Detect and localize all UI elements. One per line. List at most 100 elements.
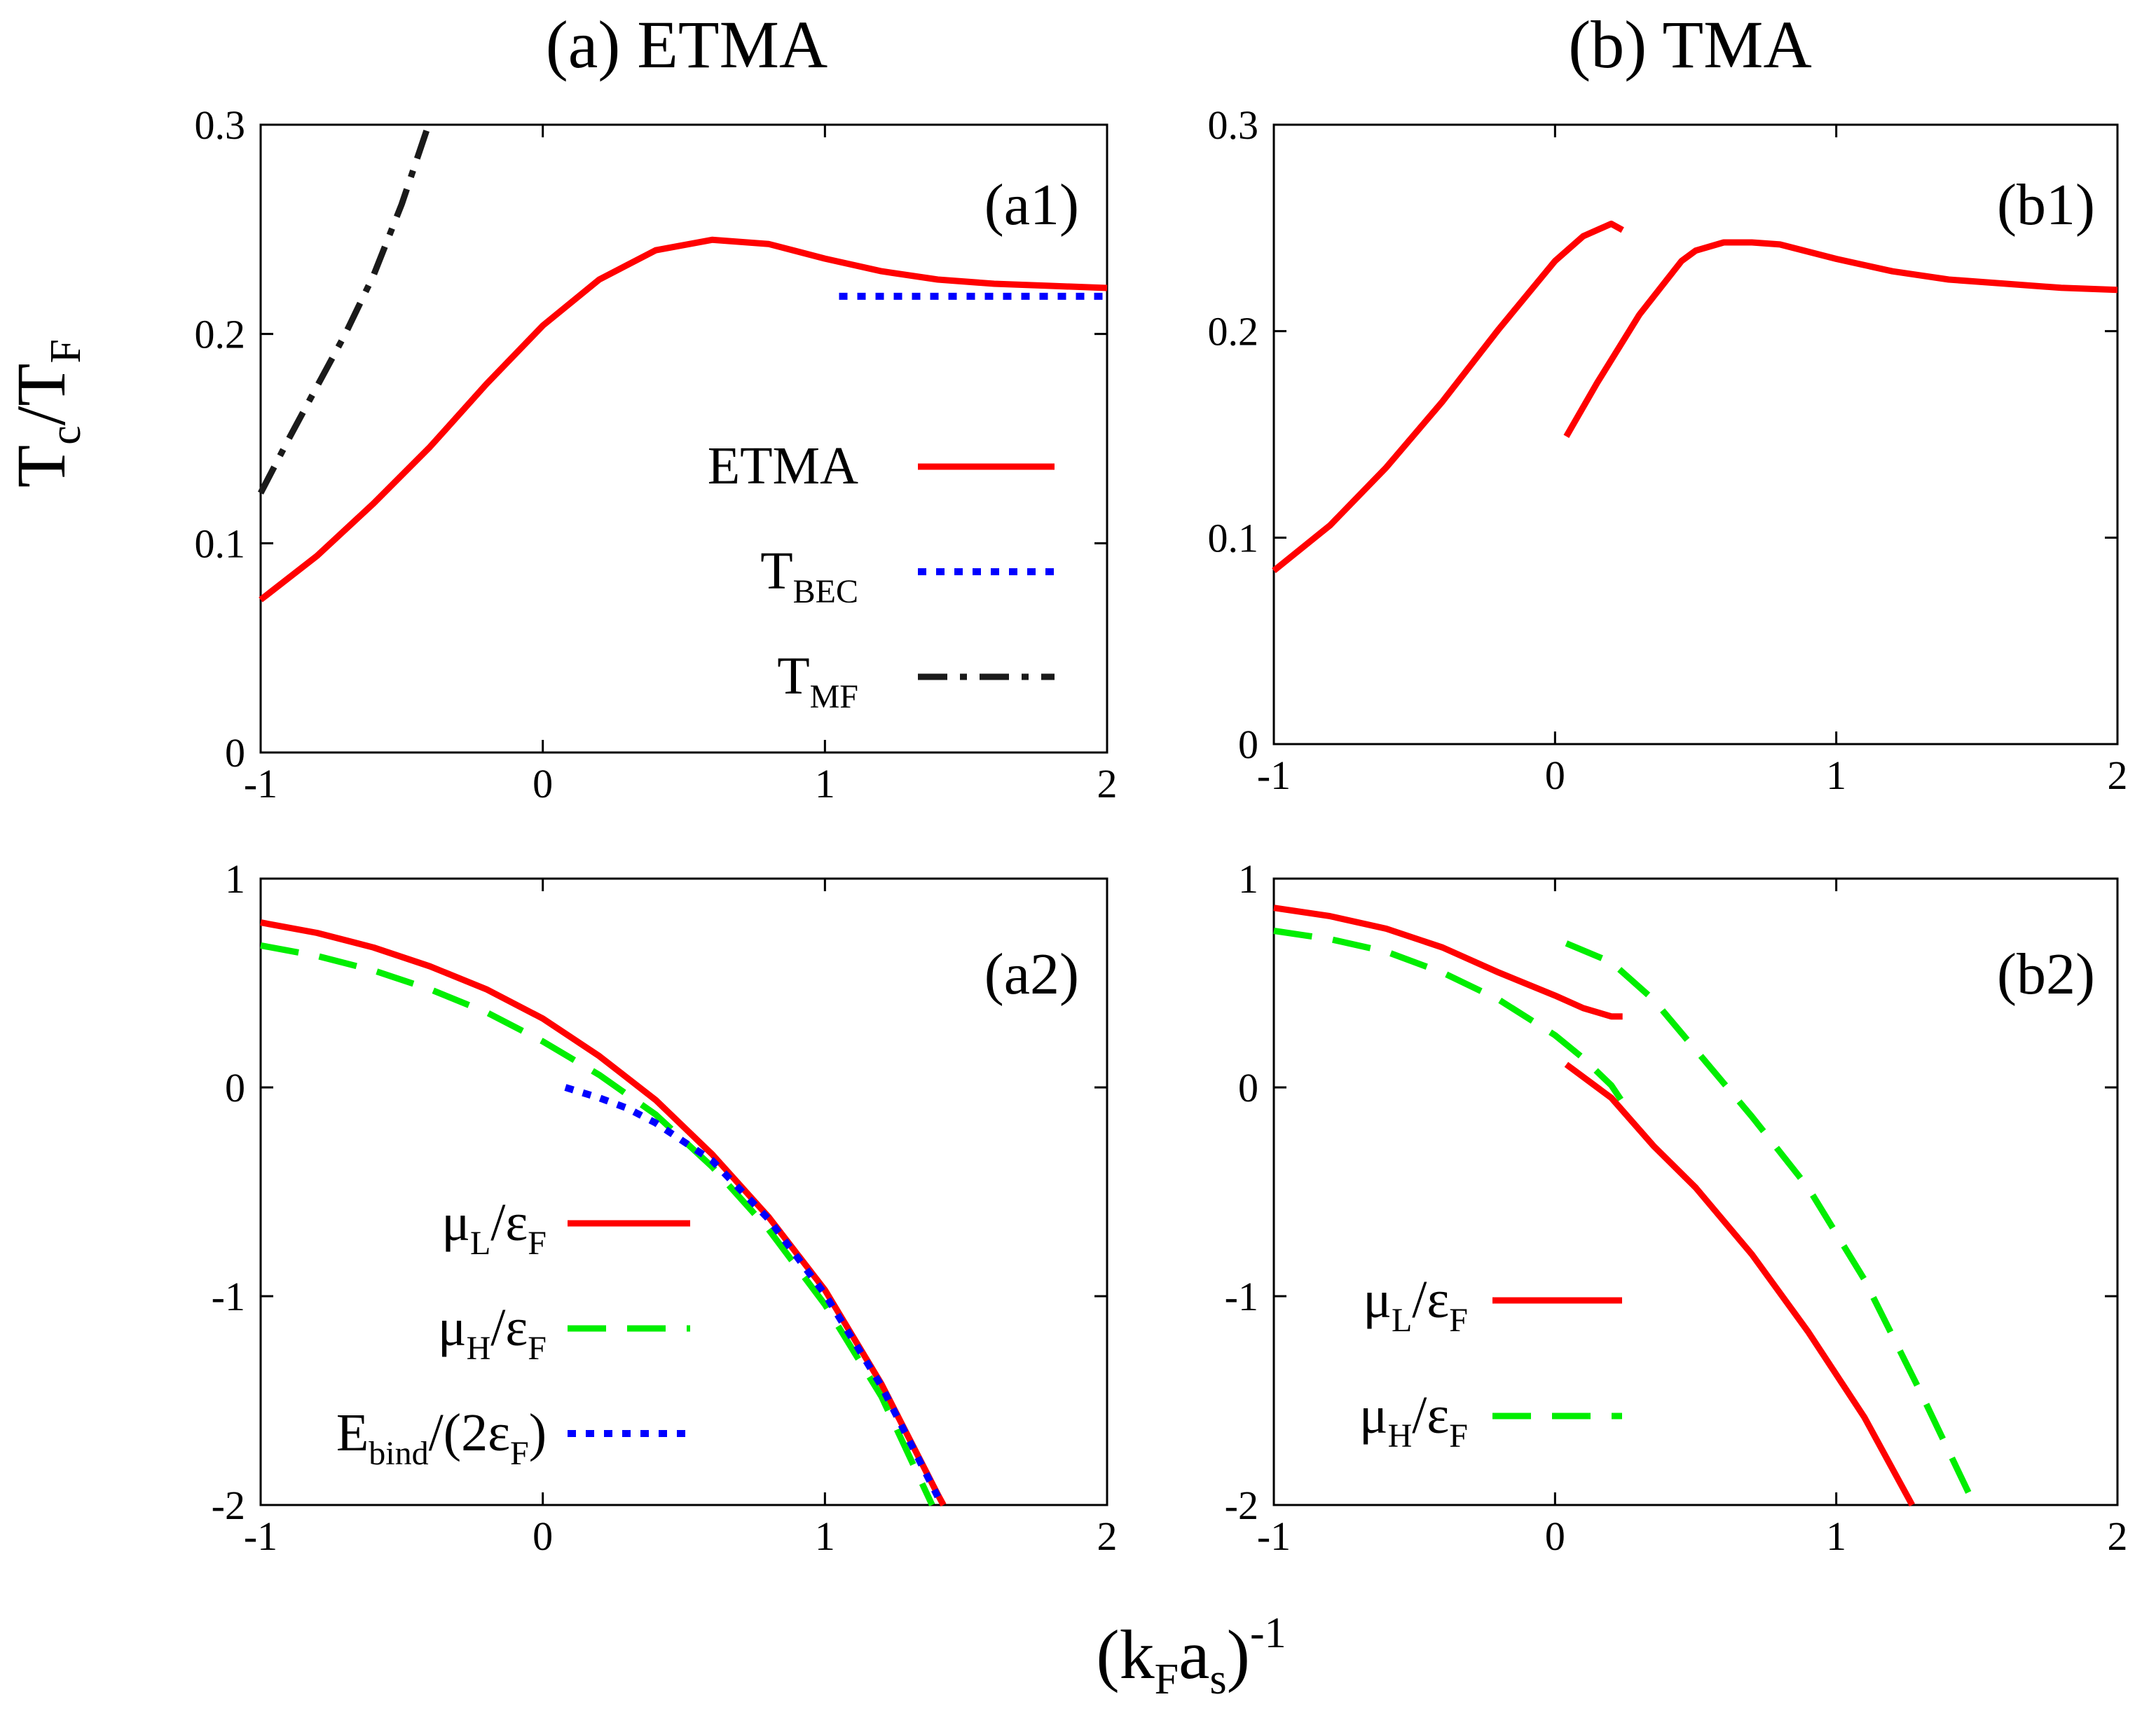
legend-label-rest: /(2ε [429,1403,510,1462]
x-tick-label: -1 [244,761,277,806]
series-line-tma-lower-branch [1272,220,1624,574]
x-tick-label: 0 [1545,752,1565,798]
x-tick-label: 2 [2108,752,2128,798]
x-tick-label: 0 [533,1513,553,1559]
y-tick-label: 0.3 [195,102,246,148]
legend-label: μL/εF [441,1193,547,1262]
legend-label-rest2: ) [529,1403,547,1462]
panel-label-a2: (a2) [984,942,1079,1007]
legend-label: μH/εF [1359,1386,1468,1455]
legend-label: ETMA [708,437,858,495]
x-axis-label-sub-f: F [1155,1656,1179,1703]
x-tick-label: -1 [1257,1513,1291,1559]
plot-frame-b2 [1272,877,2119,1506]
plot-frame-a2 [259,877,1108,1506]
x-axis-label-a: a [1179,1616,1209,1693]
x-axis-label: (kFas)-1 [1096,1609,1286,1703]
x-tick-label: 2 [1097,761,1118,806]
y-axis-label-slash: /T [2,363,80,425]
x-axis-label-exponent: -1 [1250,1609,1286,1657]
legend-label-rest: /ε [1412,1270,1449,1329]
y-tick-label: 0.2 [1208,309,1259,355]
legend-label-sub2: F [1449,1417,1468,1455]
x-tick-label: -1 [244,1513,277,1559]
series-line-mu-l-upper-branch [1564,1061,1915,1507]
legend-label-main: E [336,1403,369,1462]
legend-label: μH/εF [438,1298,547,1367]
y-tick-label: 0 [1238,722,1258,767]
plot-frame-a1 [259,123,1108,754]
y-axis-label-sub-f: F [42,339,90,363]
legend-label-main: ETMA [708,437,858,495]
legend-label-sub: H [467,1330,491,1367]
series-line-etma [259,236,1108,603]
series-line-mu-h-eps-f [260,942,935,1506]
y-tick-label: 0.1 [195,521,246,566]
series-line-mu-l-lower-branch [1273,905,1623,1020]
legend-label-sub2: F [510,1435,529,1472]
y-tick-label: 0.1 [1208,515,1259,561]
y-tick-label: -1 [1225,1274,1258,1319]
legend-label-sub2: F [1449,1302,1468,1339]
y-tick-label: 0.2 [195,312,246,357]
y-axis-label: Tc/TF [2,339,90,488]
legend-label: TBEC [760,542,858,610]
legend-label-sub: BEC [793,573,858,610]
panel-label-b1: (b1) [1997,172,2095,238]
heading-etma: (a) ETMA [546,7,828,82]
x-tick-label: 0 [533,761,553,806]
panel-label-a1: (a1) [984,172,1079,238]
x-tick-label: -1 [1257,752,1291,798]
x-tick-label: 0 [1545,1513,1565,1559]
legend-label-rest: /ε [490,1193,528,1252]
heading-tma: (b) TMA [1568,7,1812,82]
y-tick-label: 0 [225,1065,245,1111]
legend-label-sub2: F [528,1330,547,1367]
y-tick-label: -2 [212,1483,245,1528]
series-line-mu-l-eps-f [260,919,947,1507]
plot-frame-b1 [1272,123,2119,745]
y-axis-label-sub-c: c [42,425,90,445]
panel-label-b2: (b2) [1997,942,2095,1007]
y-axis-label-main: T [2,445,80,488]
legend-label-main: T [760,542,792,600]
series-line-e-bind-2eps-f- [564,1084,941,1499]
series-line-tma-upper-branch [1563,239,2118,439]
y-tick-label: -2 [1225,1483,1258,1528]
legend-label-main: μ [438,1298,467,1357]
y-tick-label: 0 [1238,1065,1258,1111]
legend-label-main: μ [1363,1270,1392,1329]
series-line-mu-h-lower-branch [1273,928,1626,1104]
y-tick-label: 1 [1238,856,1258,902]
x-axis-label-open: (k [1096,1616,1154,1693]
y-tick-label: 0 [225,730,245,776]
x-tick-label: 2 [1097,1513,1118,1559]
series-line-mu-h-upper-branch [1565,940,1972,1494]
panel-b1: -1 0 1 200.10.20.3(b1) [1208,102,2128,798]
y-tick-label: -1 [212,1274,245,1319]
series-line-t-mf [258,119,433,495]
legend-label-main: μ [441,1193,470,1252]
legend-label: μL/εF [1363,1270,1468,1339]
legend-label-sub: bind [369,1435,428,1472]
legend-label-rest: /ε [1412,1386,1449,1445]
legend-label: Ebind/(2εF) [336,1403,547,1472]
y-tick-label: 0.3 [1208,102,1259,148]
legend-label-sub: H [1388,1417,1413,1455]
legend-label-main: T [777,647,809,706]
x-tick-label: 1 [1826,1513,1846,1559]
legend-label-sub: L [1392,1302,1412,1339]
legend-label-sub: L [470,1225,490,1262]
legend-label-main: μ [1359,1386,1388,1445]
x-tick-label: 1 [815,761,835,806]
legend-label-sub2: F [528,1225,547,1262]
x-tick-label: 1 [1826,752,1846,798]
x-axis-label-close: ) [1227,1616,1250,1693]
x-tick-label: 1 [815,1513,835,1559]
legend-label-rest: /ε [490,1298,528,1357]
